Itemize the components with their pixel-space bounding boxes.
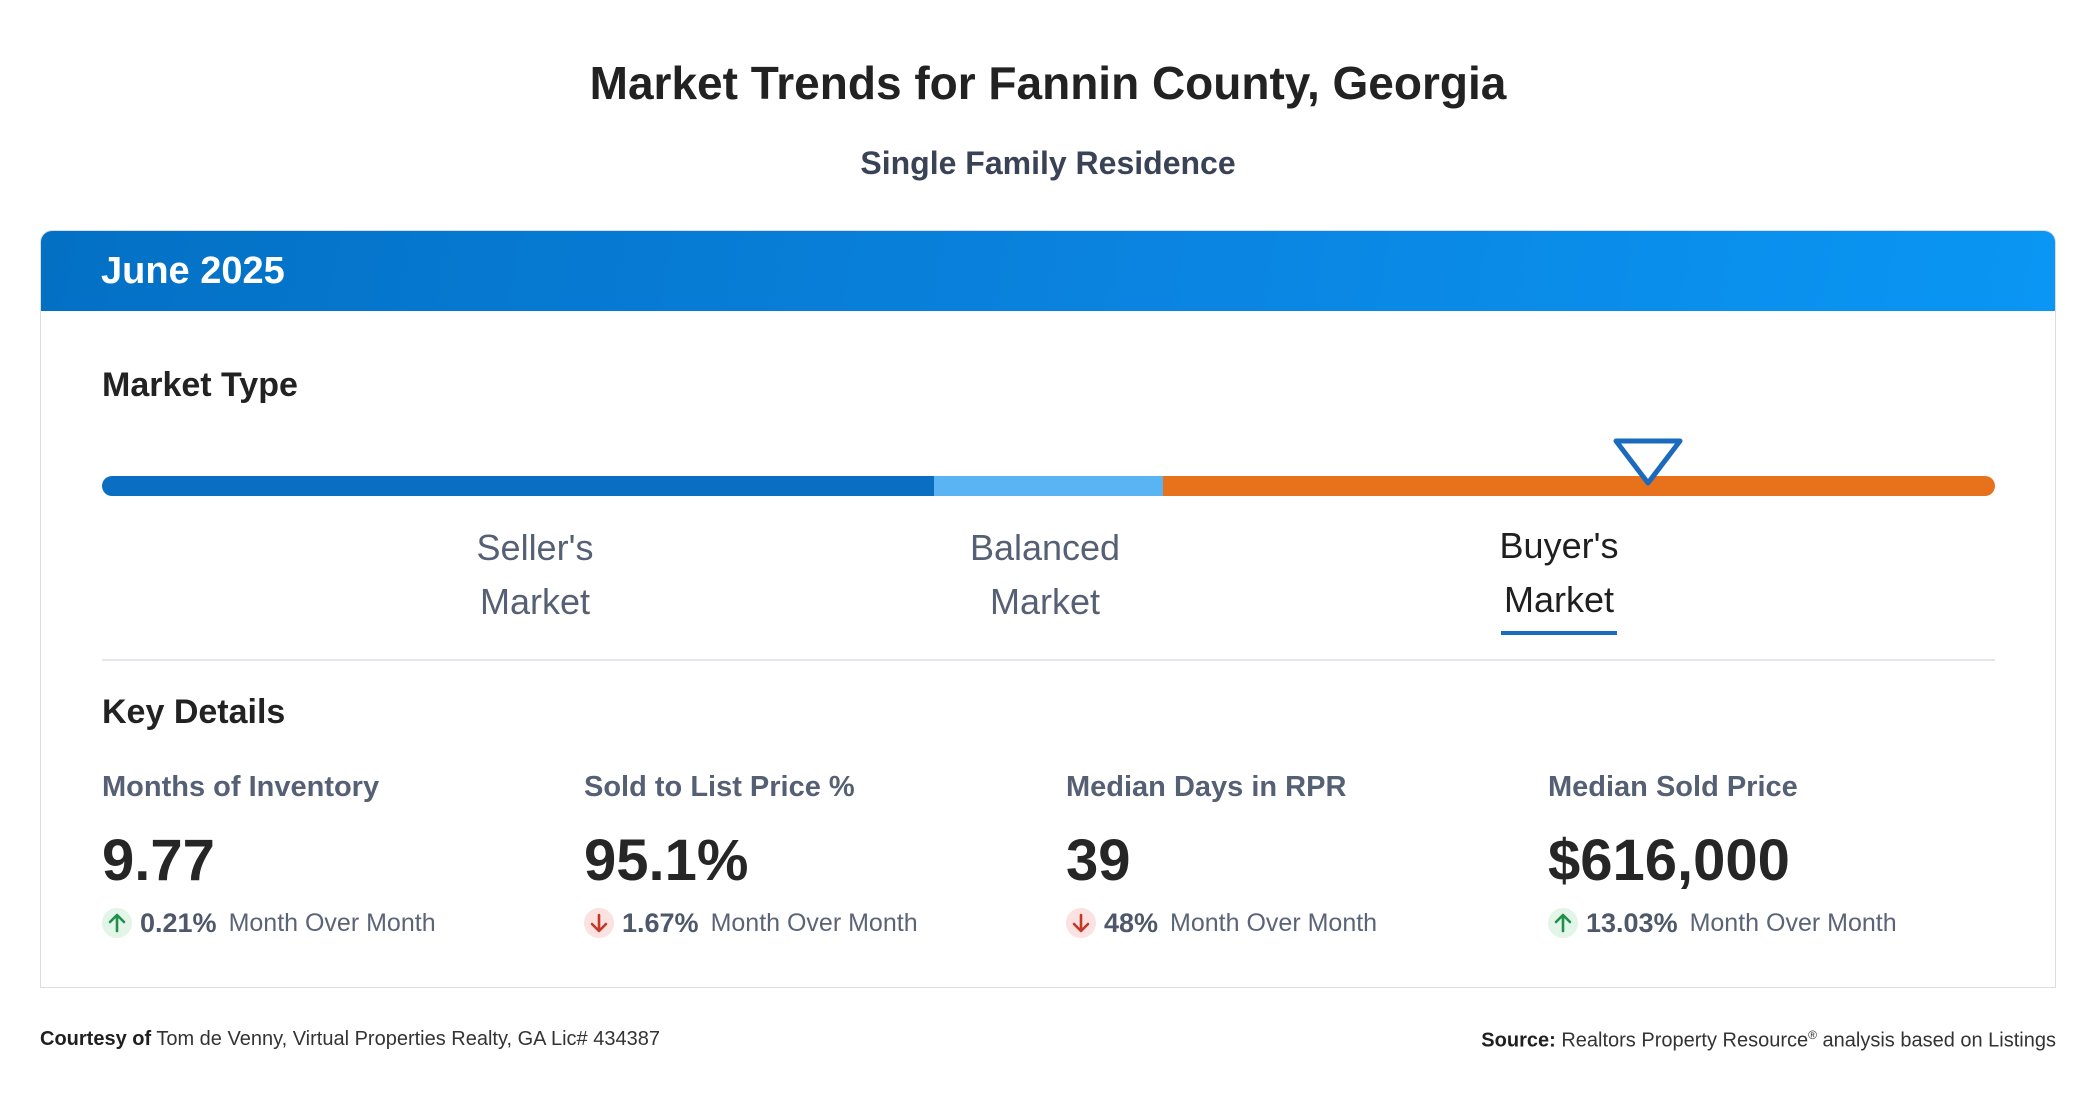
buyer-segment	[1163, 476, 1995, 496]
metric-change-pct: 13.03%	[1586, 907, 1678, 938]
buyer-label-line1: Buyer's	[1499, 525, 1619, 566]
courtesy-label: Courtesy of	[40, 1028, 152, 1050]
source-text-1: Realtors Property Resource	[1561, 1029, 1809, 1052]
registered-mark: ®	[1808, 1028, 1817, 1042]
metric-change-suffix: Month Over Month	[1689, 908, 1897, 937]
metric-value: 9.77	[102, 828, 215, 893]
balanced-market-label: Balanced Market	[945, 521, 1145, 629]
metric-change-suffix: Month Over Month	[228, 908, 436, 937]
arrow-down-icon	[584, 908, 614, 938]
market-marker-icon	[1613, 438, 1683, 486]
balanced-segment	[934, 476, 1163, 496]
page-title: Market Trends for Fannin County, Georgia	[589, 57, 1507, 109]
metric-change: 48% Month Over Month	[1066, 905, 1486, 941]
metric-change: 13.03% Month Over Month	[1548, 905, 1968, 941]
metric-median-days-in-rpr: Median Days in RPR 39 48% Month Over Mon…	[1066, 771, 1486, 941]
metric-change-pct: 1.67%	[622, 907, 699, 938]
market-type-title: Market Type	[102, 366, 298, 404]
metric-label: Median Days in RPR	[1066, 771, 1347, 803]
metric-change-suffix: Month Over Month	[710, 908, 918, 937]
metric-change-pct: 0.21%	[140, 907, 217, 938]
balanced-label-line2: Market	[989, 581, 1101, 622]
arrow-down-icon	[1066, 908, 1096, 938]
source-label: Source:	[1481, 1029, 1556, 1052]
metric-value: $616,000	[1548, 828, 1790, 893]
buyer-label-line2: Market	[1503, 579, 1615, 620]
metric-label: Sold to List Price %	[584, 771, 855, 803]
buyer-market-label: Buyer's Market	[1459, 519, 1659, 635]
market-card: June 2025 Market Type Seller's Market Ba…	[40, 230, 2056, 988]
section-divider	[102, 659, 1995, 661]
key-details-title: Key Details	[102, 693, 286, 731]
arrow-up-icon	[102, 908, 132, 938]
metric-value: 39	[1066, 828, 1131, 893]
source-text-2: analysis based on Listings	[1822, 1029, 2056, 1052]
metric-label: Median Sold Price	[1548, 771, 1798, 803]
period-label: June 2025	[101, 249, 285, 292]
seller-label-line1: Seller's	[476, 527, 594, 568]
metric-months-of-inventory: Months of Inventory 9.77 0.21% Month Ove…	[102, 771, 522, 941]
footer-source: Source: Realtors Property Resource® anal…	[1481, 1028, 2056, 1053]
market-type-bar	[102, 476, 1995, 496]
metric-label: Months of Inventory	[102, 771, 380, 803]
metric-change-suffix: Month Over Month	[1170, 908, 1378, 937]
page-subtitle: Single Family Residence	[860, 145, 1236, 181]
seller-segment	[102, 476, 934, 496]
metric-value: 95.1%	[584, 828, 749, 893]
metric-median-sold-price: Median Sold Price $616,000 13.03% Month …	[1548, 771, 1968, 941]
metric-change: 1.67% Month Over Month	[584, 905, 1004, 941]
card-header: June 2025	[41, 231, 2055, 311]
seller-market-label: Seller's Market	[435, 521, 635, 629]
arrow-up-icon	[1548, 908, 1578, 938]
balanced-label-line1: Balanced	[969, 527, 1121, 568]
metric-sold-to-list-price: Sold to List Price % 95.1% 1.67% Month O…	[584, 771, 1004, 941]
courtesy-text: Tom de Venny, Virtual Properties Realty,…	[156, 1028, 660, 1050]
seller-label-line2: Market	[479, 581, 591, 622]
metric-change-pct: 48%	[1104, 907, 1159, 938]
footer-courtesy: Courtesy of Tom de Venny, Virtual Proper…	[40, 1028, 660, 1051]
metric-change: 0.21% Month Over Month	[102, 905, 522, 941]
active-underline	[1501, 631, 1617, 635]
